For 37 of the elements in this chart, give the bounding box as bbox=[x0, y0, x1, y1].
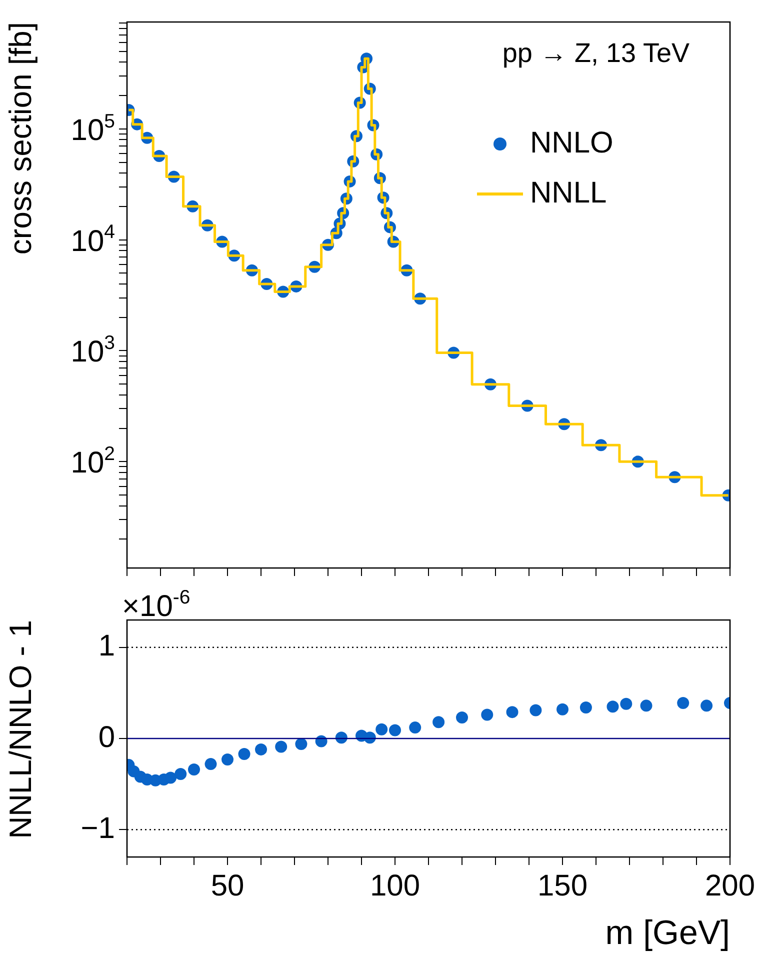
point bbox=[164, 772, 177, 784]
point bbox=[295, 738, 308, 750]
x-tick-label: 200 bbox=[704, 869, 756, 902]
point bbox=[188, 763, 200, 776]
point bbox=[580, 702, 592, 714]
point bbox=[677, 696, 690, 709]
point bbox=[222, 753, 234, 766]
point bbox=[275, 740, 288, 753]
x-tick-label: 100 bbox=[370, 869, 420, 902]
legend-label: NNLL bbox=[530, 176, 607, 210]
y-tick-label: 0 bbox=[98, 720, 115, 754]
y-tick-label: −1 bbox=[80, 812, 115, 845]
legend-label: NNLO bbox=[530, 126, 614, 160]
x-tick-label: 50 bbox=[210, 869, 244, 902]
point bbox=[238, 748, 250, 760]
y-tick-label: 1 bbox=[98, 630, 115, 663]
point bbox=[506, 706, 518, 718]
x-tick-label: 150 bbox=[537, 869, 588, 902]
x-axis-title: m [GeV] bbox=[605, 914, 730, 952]
point bbox=[255, 743, 267, 756]
point bbox=[174, 768, 187, 780]
y-axis-title: cross section [fb] bbox=[3, 22, 38, 255]
point bbox=[530, 704, 542, 716]
point bbox=[432, 716, 445, 728]
y-axis-title: NNLL/NNLO - 1 bbox=[3, 620, 38, 839]
point bbox=[376, 723, 388, 736]
point bbox=[204, 758, 217, 770]
point bbox=[606, 700, 619, 713]
point bbox=[556, 703, 568, 716]
point bbox=[389, 724, 401, 736]
point bbox=[481, 708, 494, 721]
point bbox=[640, 700, 652, 712]
point bbox=[409, 722, 422, 734]
annotation: pp → Z, 13 TeV bbox=[502, 38, 690, 68]
point bbox=[456, 712, 468, 724]
point bbox=[700, 700, 713, 712]
point bbox=[620, 698, 632, 710]
